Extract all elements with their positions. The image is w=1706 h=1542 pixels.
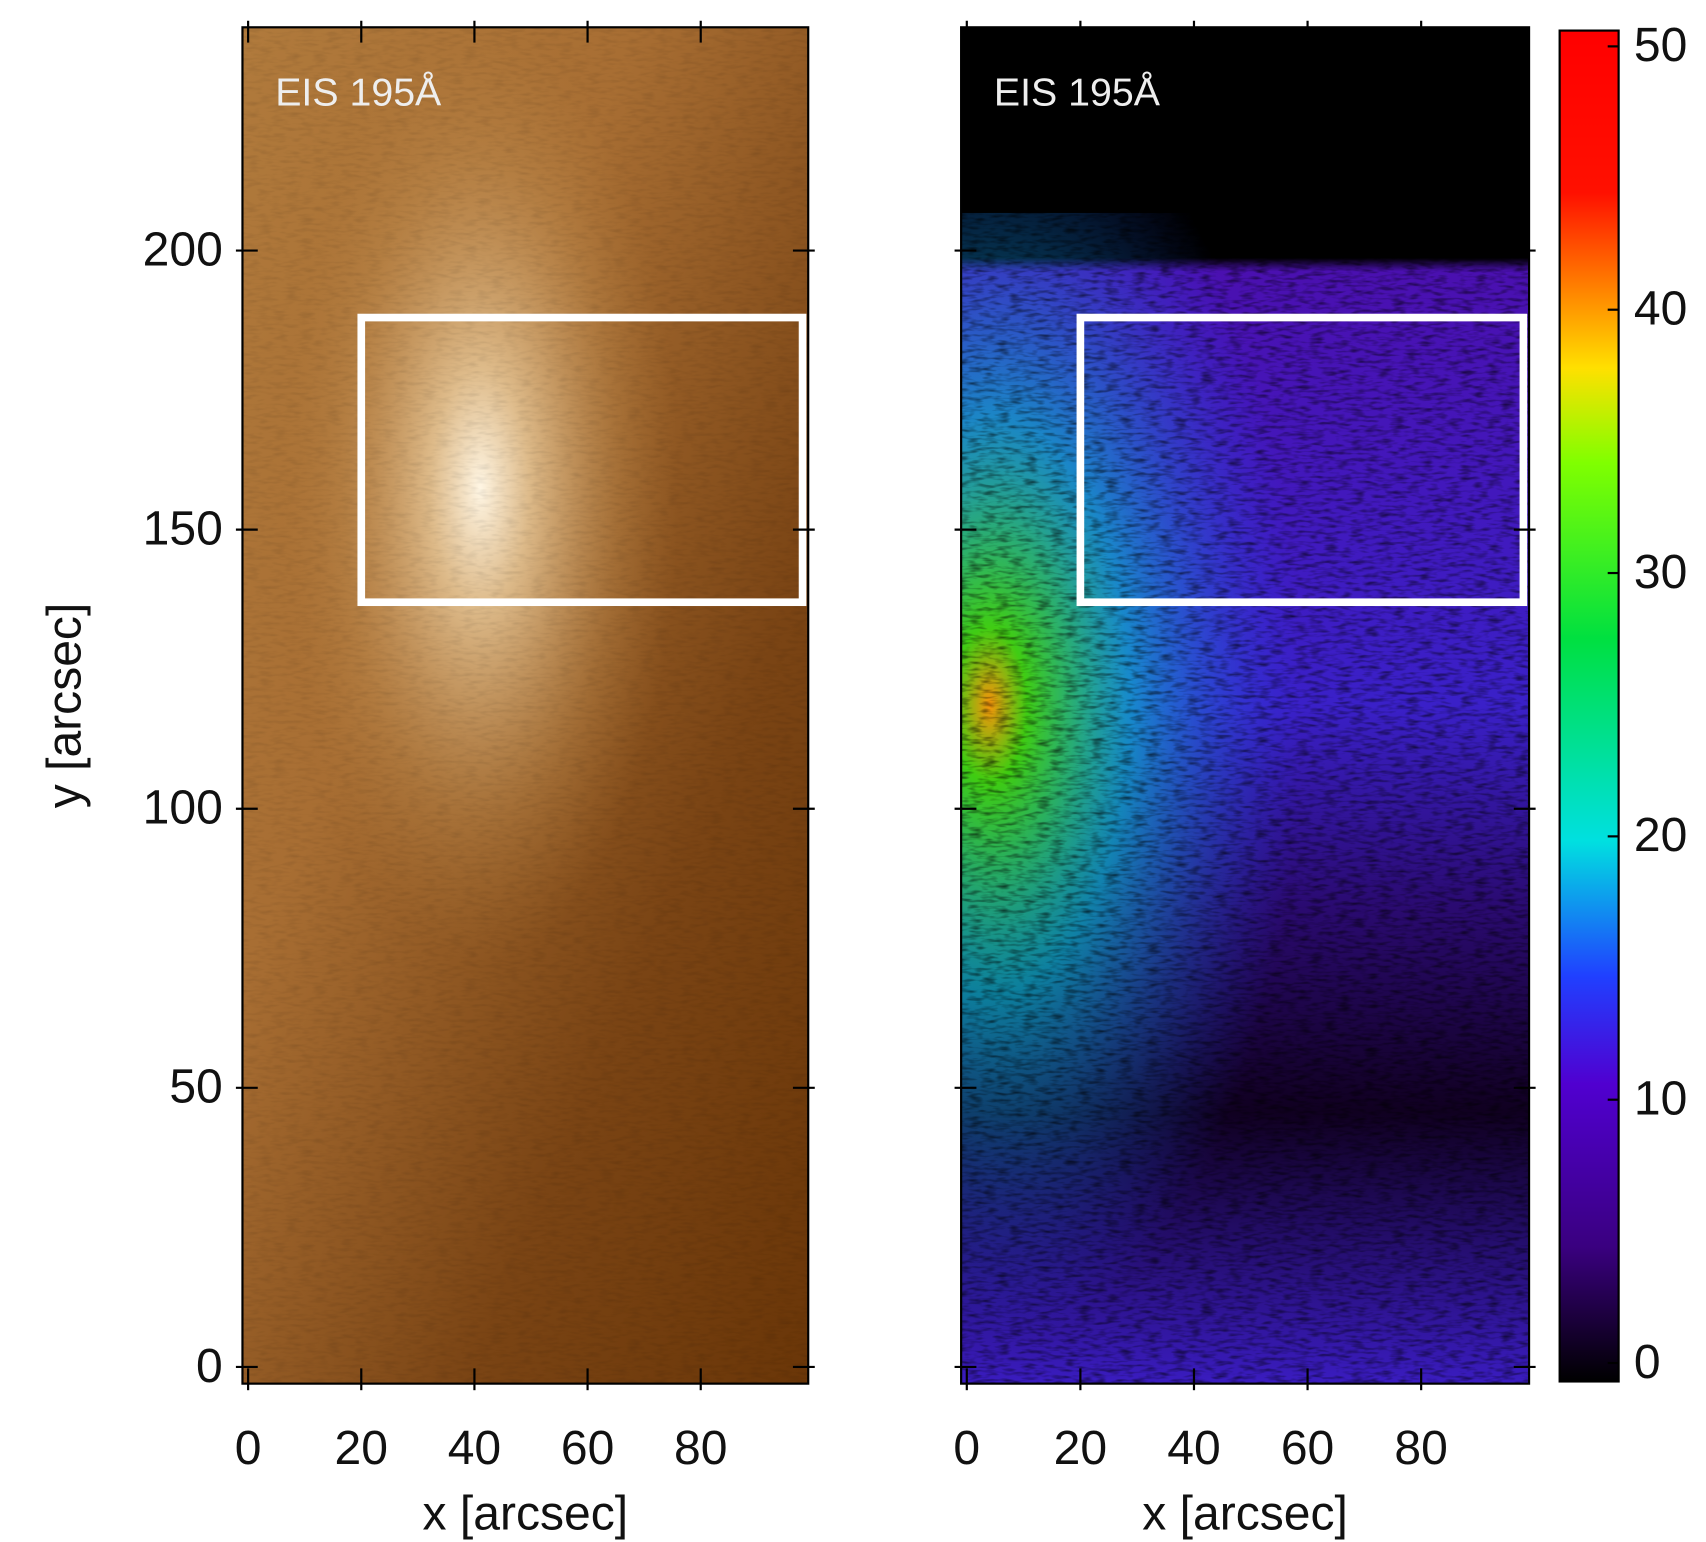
colorbar-tick-label: 10 <box>1634 1073 1687 1126</box>
y-tick-label: 0 <box>196 1340 223 1393</box>
annotation: EIS 195Å <box>275 70 442 114</box>
x-tick-label: 80 <box>1394 1422 1447 1475</box>
image-texture <box>961 212 1530 1384</box>
x-tick-label: 0 <box>235 1422 262 1475</box>
y-axis-label: y [arcsec] <box>38 603 91 809</box>
region-box <box>357 313 807 607</box>
image-texture <box>242 27 809 1384</box>
y-tick-label: 50 <box>169 1061 222 1114</box>
colorbar-tick-label: 0 <box>1634 1336 1661 1389</box>
y-tick-label: 100 <box>143 782 223 835</box>
x-tick-label: 20 <box>335 1422 388 1475</box>
x-tick-label: 20 <box>1054 1422 1107 1475</box>
x-tick-label: 80 <box>674 1422 727 1475</box>
plot-frame <box>241 26 810 1385</box>
x-axis-label: x [arcsec] <box>1142 1488 1348 1541</box>
colorbar-tick-label: 30 <box>1634 546 1687 599</box>
colorbar-tick-label: 50 <box>1634 19 1687 72</box>
x-tick-label: 40 <box>1167 1422 1220 1475</box>
y-tick-label: 200 <box>143 223 223 276</box>
annotation: EIS 195Å <box>994 70 1161 114</box>
x-tick-label: 40 <box>448 1422 501 1475</box>
x-tick-label: 60 <box>561 1422 614 1475</box>
x-axis-label: x [arcsec] <box>423 1488 629 1541</box>
colorbar <box>1558 29 1620 1383</box>
region-box <box>1076 313 1528 607</box>
colorbar-tick-label: 40 <box>1634 283 1687 336</box>
x-tick-label: 0 <box>953 1422 980 1475</box>
plot-frame <box>960 26 1531 1385</box>
x-tick-label: 60 <box>1281 1422 1334 1475</box>
colorbar-tick-label: 20 <box>1634 809 1687 862</box>
y-tick-label: 150 <box>143 503 223 556</box>
